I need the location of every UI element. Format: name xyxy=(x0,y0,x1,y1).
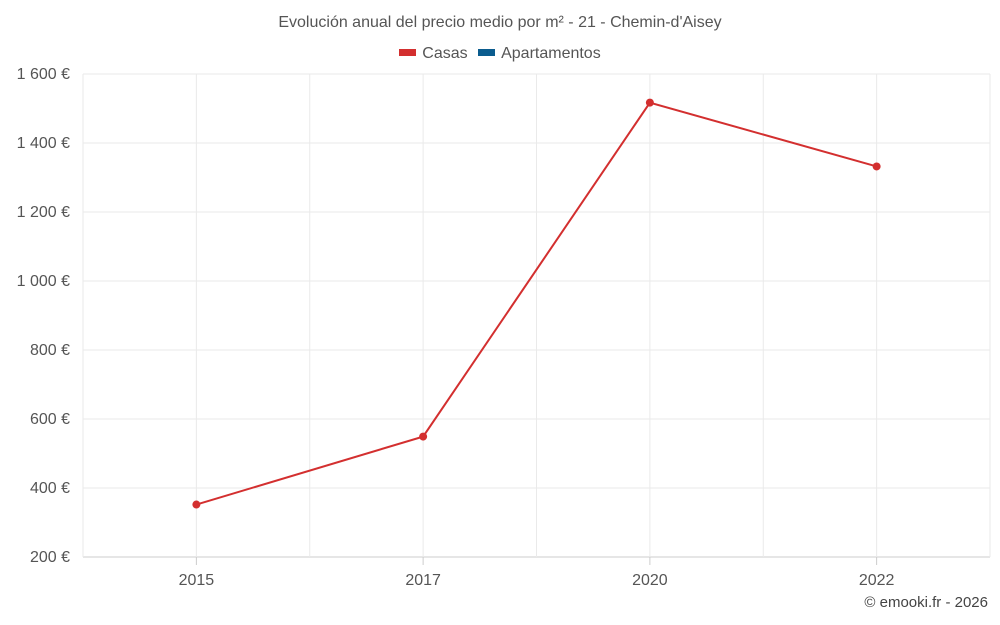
series-line-casas xyxy=(196,101,877,506)
y-tick-label: 200 € xyxy=(30,549,70,566)
y-tick-label: 600 € xyxy=(30,411,70,428)
data-point-casas xyxy=(192,500,201,509)
legend-label-casas: Casas xyxy=(422,45,468,62)
y-tick-label: 1 000 € xyxy=(17,273,70,290)
x-tick-label: 2015 xyxy=(179,572,215,589)
data-point-casas xyxy=(419,432,428,441)
legend: Casas Apartamentos xyxy=(0,45,1000,63)
y-tick-label: 1 200 € xyxy=(17,204,70,221)
credit-text: © emooki.fr - 2026 xyxy=(864,594,988,611)
data-point-casas xyxy=(645,98,654,107)
y-tick-label: 400 € xyxy=(30,480,70,497)
data-point-casas xyxy=(872,162,881,171)
x-tick-label: 2022 xyxy=(859,572,895,589)
x-tick-label: 2017 xyxy=(405,572,441,589)
y-tick-label: 1 600 € xyxy=(17,66,70,83)
legend-item-casas[interactable]: Casas xyxy=(399,45,468,63)
y-tick-label: 800 € xyxy=(30,342,70,359)
legend-label-apartamentos: Apartamentos xyxy=(501,45,601,62)
x-tick-label: 2020 xyxy=(632,572,668,589)
y-tick-label: 1 400 € xyxy=(17,135,70,152)
chart-title: Evolución anual del precio medio por m² … xyxy=(278,14,722,31)
legend-swatch-apartamentos xyxy=(478,49,496,57)
legend-item-apartamentos[interactable]: Apartamentos xyxy=(478,45,601,63)
legend-swatch-casas xyxy=(399,49,417,57)
